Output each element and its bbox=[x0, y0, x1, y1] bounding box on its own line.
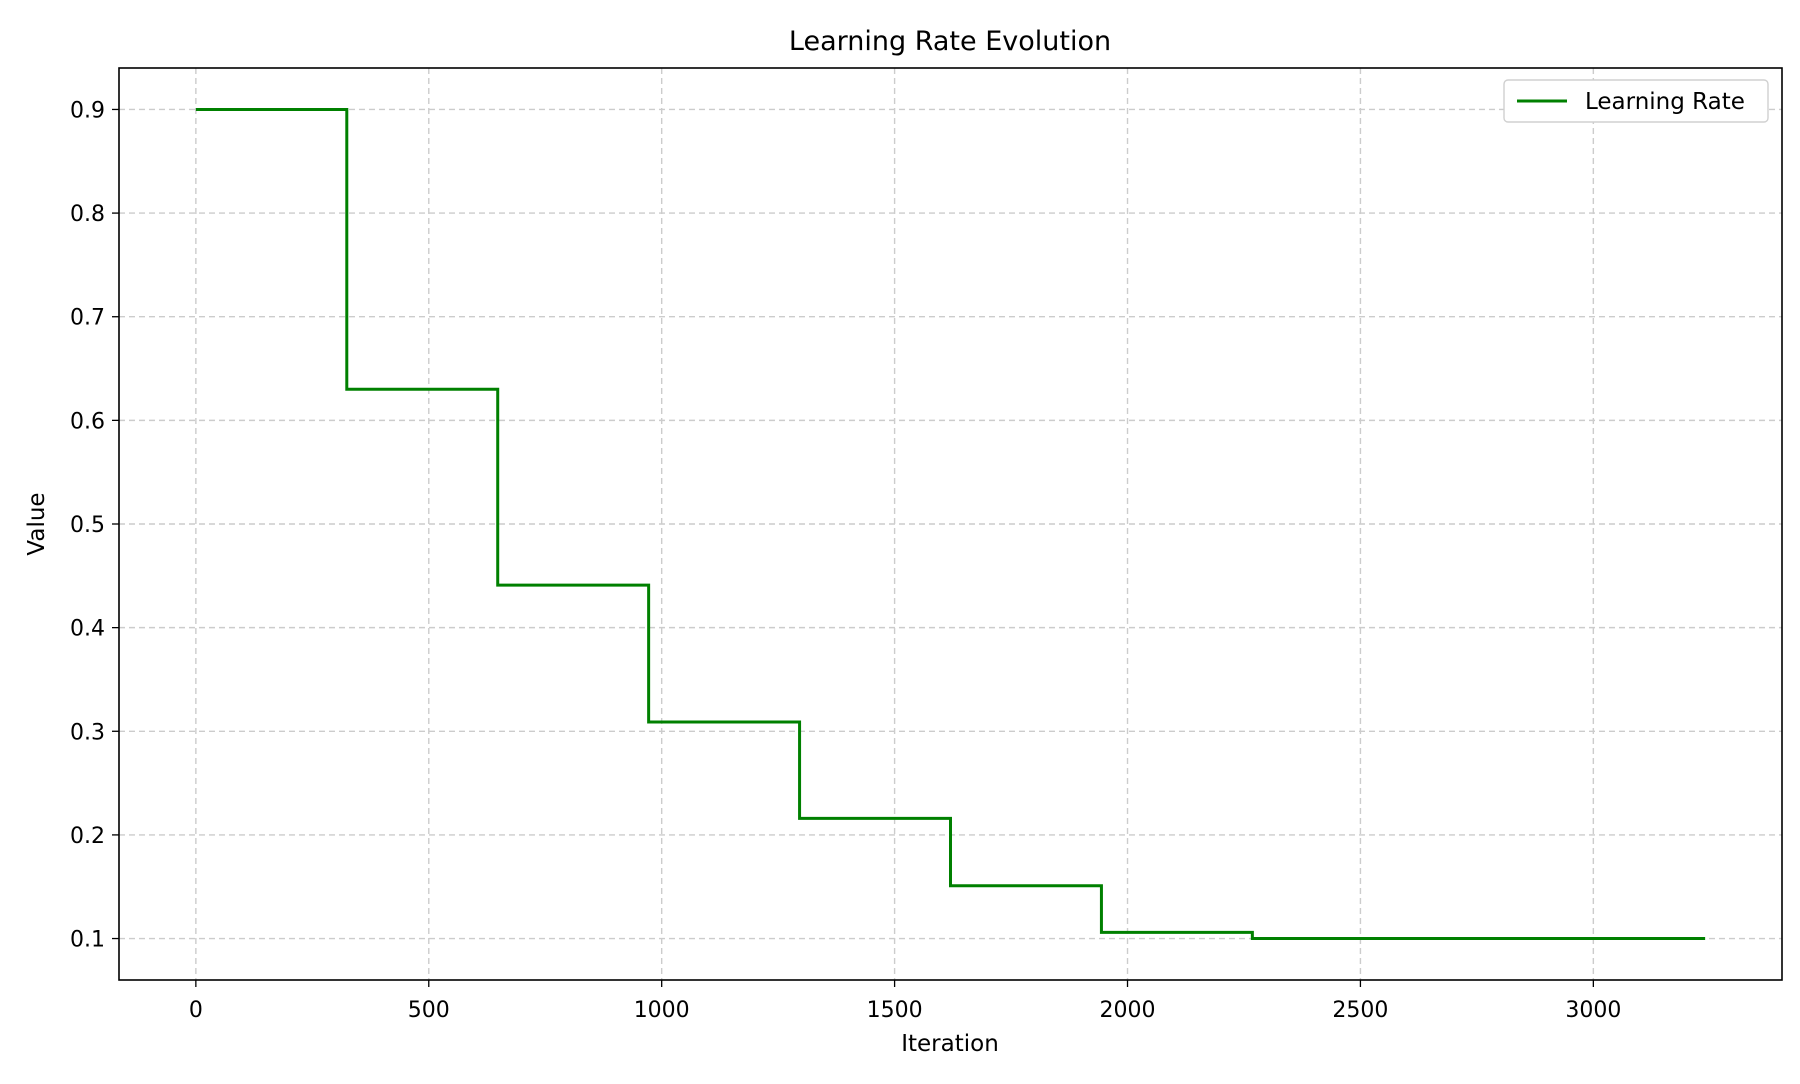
chart-title: Learning Rate Evolution bbox=[789, 26, 1111, 57]
legend: Learning Rate bbox=[1503, 79, 1769, 123]
x-axis-label: Iteration bbox=[901, 1031, 999, 1057]
series-line-learning-rate bbox=[195, 107, 1706, 941]
x-tick-label: 0 bbox=[189, 998, 203, 1023]
y-tick-label: 0.9 bbox=[70, 98, 105, 123]
series-layer bbox=[195, 107, 1706, 941]
x-tick-label: 2000 bbox=[1100, 998, 1156, 1023]
y-tick-label: 0.8 bbox=[70, 202, 105, 227]
ticks: 0 500 1000 1500 2000 2500 3000 0.1 0.2 0.3 0.4 0.5 0… bbox=[70, 98, 1621, 1023]
legend-box bbox=[1503, 79, 1769, 123]
x-tick-label: 1000 bbox=[634, 998, 690, 1023]
y-tick-label: 0.1 bbox=[70, 928, 105, 953]
y-axis-label: Value bbox=[24, 492, 50, 555]
legend-label: Learning Rate bbox=[1585, 89, 1745, 115]
y-tick-label: 0.6 bbox=[70, 409, 105, 434]
x-tick-label: 2500 bbox=[1332, 998, 1388, 1023]
y-tick-label: 0.4 bbox=[70, 617, 105, 642]
x-tick-label: 1500 bbox=[867, 998, 923, 1023]
y-tick-label: 0.2 bbox=[70, 824, 105, 849]
y-tick-label: 0.7 bbox=[70, 306, 105, 331]
x-tick-label: 500 bbox=[408, 998, 450, 1023]
y-tick-label: 0.5 bbox=[70, 513, 105, 538]
x-tick-label: 3000 bbox=[1565, 998, 1621, 1023]
y-tick-label: 0.3 bbox=[70, 720, 105, 745]
